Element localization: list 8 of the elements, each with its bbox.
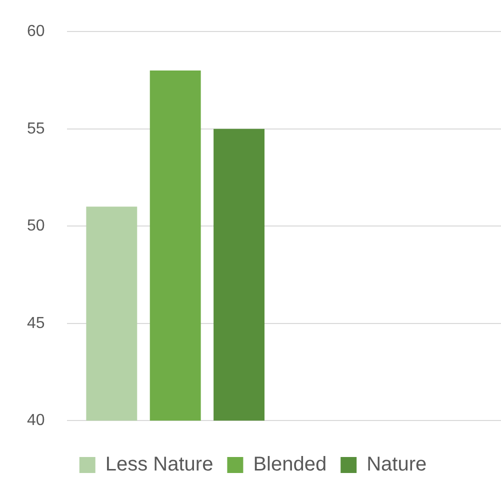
y-tick-label: 55 <box>27 120 45 138</box>
y-tick-label: 50 <box>27 218 45 235</box>
y-tick-label: 40 <box>27 412 45 430</box>
y-tick-label: 60 <box>27 23 45 40</box>
y-tick-label: 45 <box>27 314 45 332</box>
legend-label: Less Nature <box>105 454 214 476</box>
legend-label: Blended <box>253 454 327 476</box>
legend-label: Nature <box>366 454 427 476</box>
